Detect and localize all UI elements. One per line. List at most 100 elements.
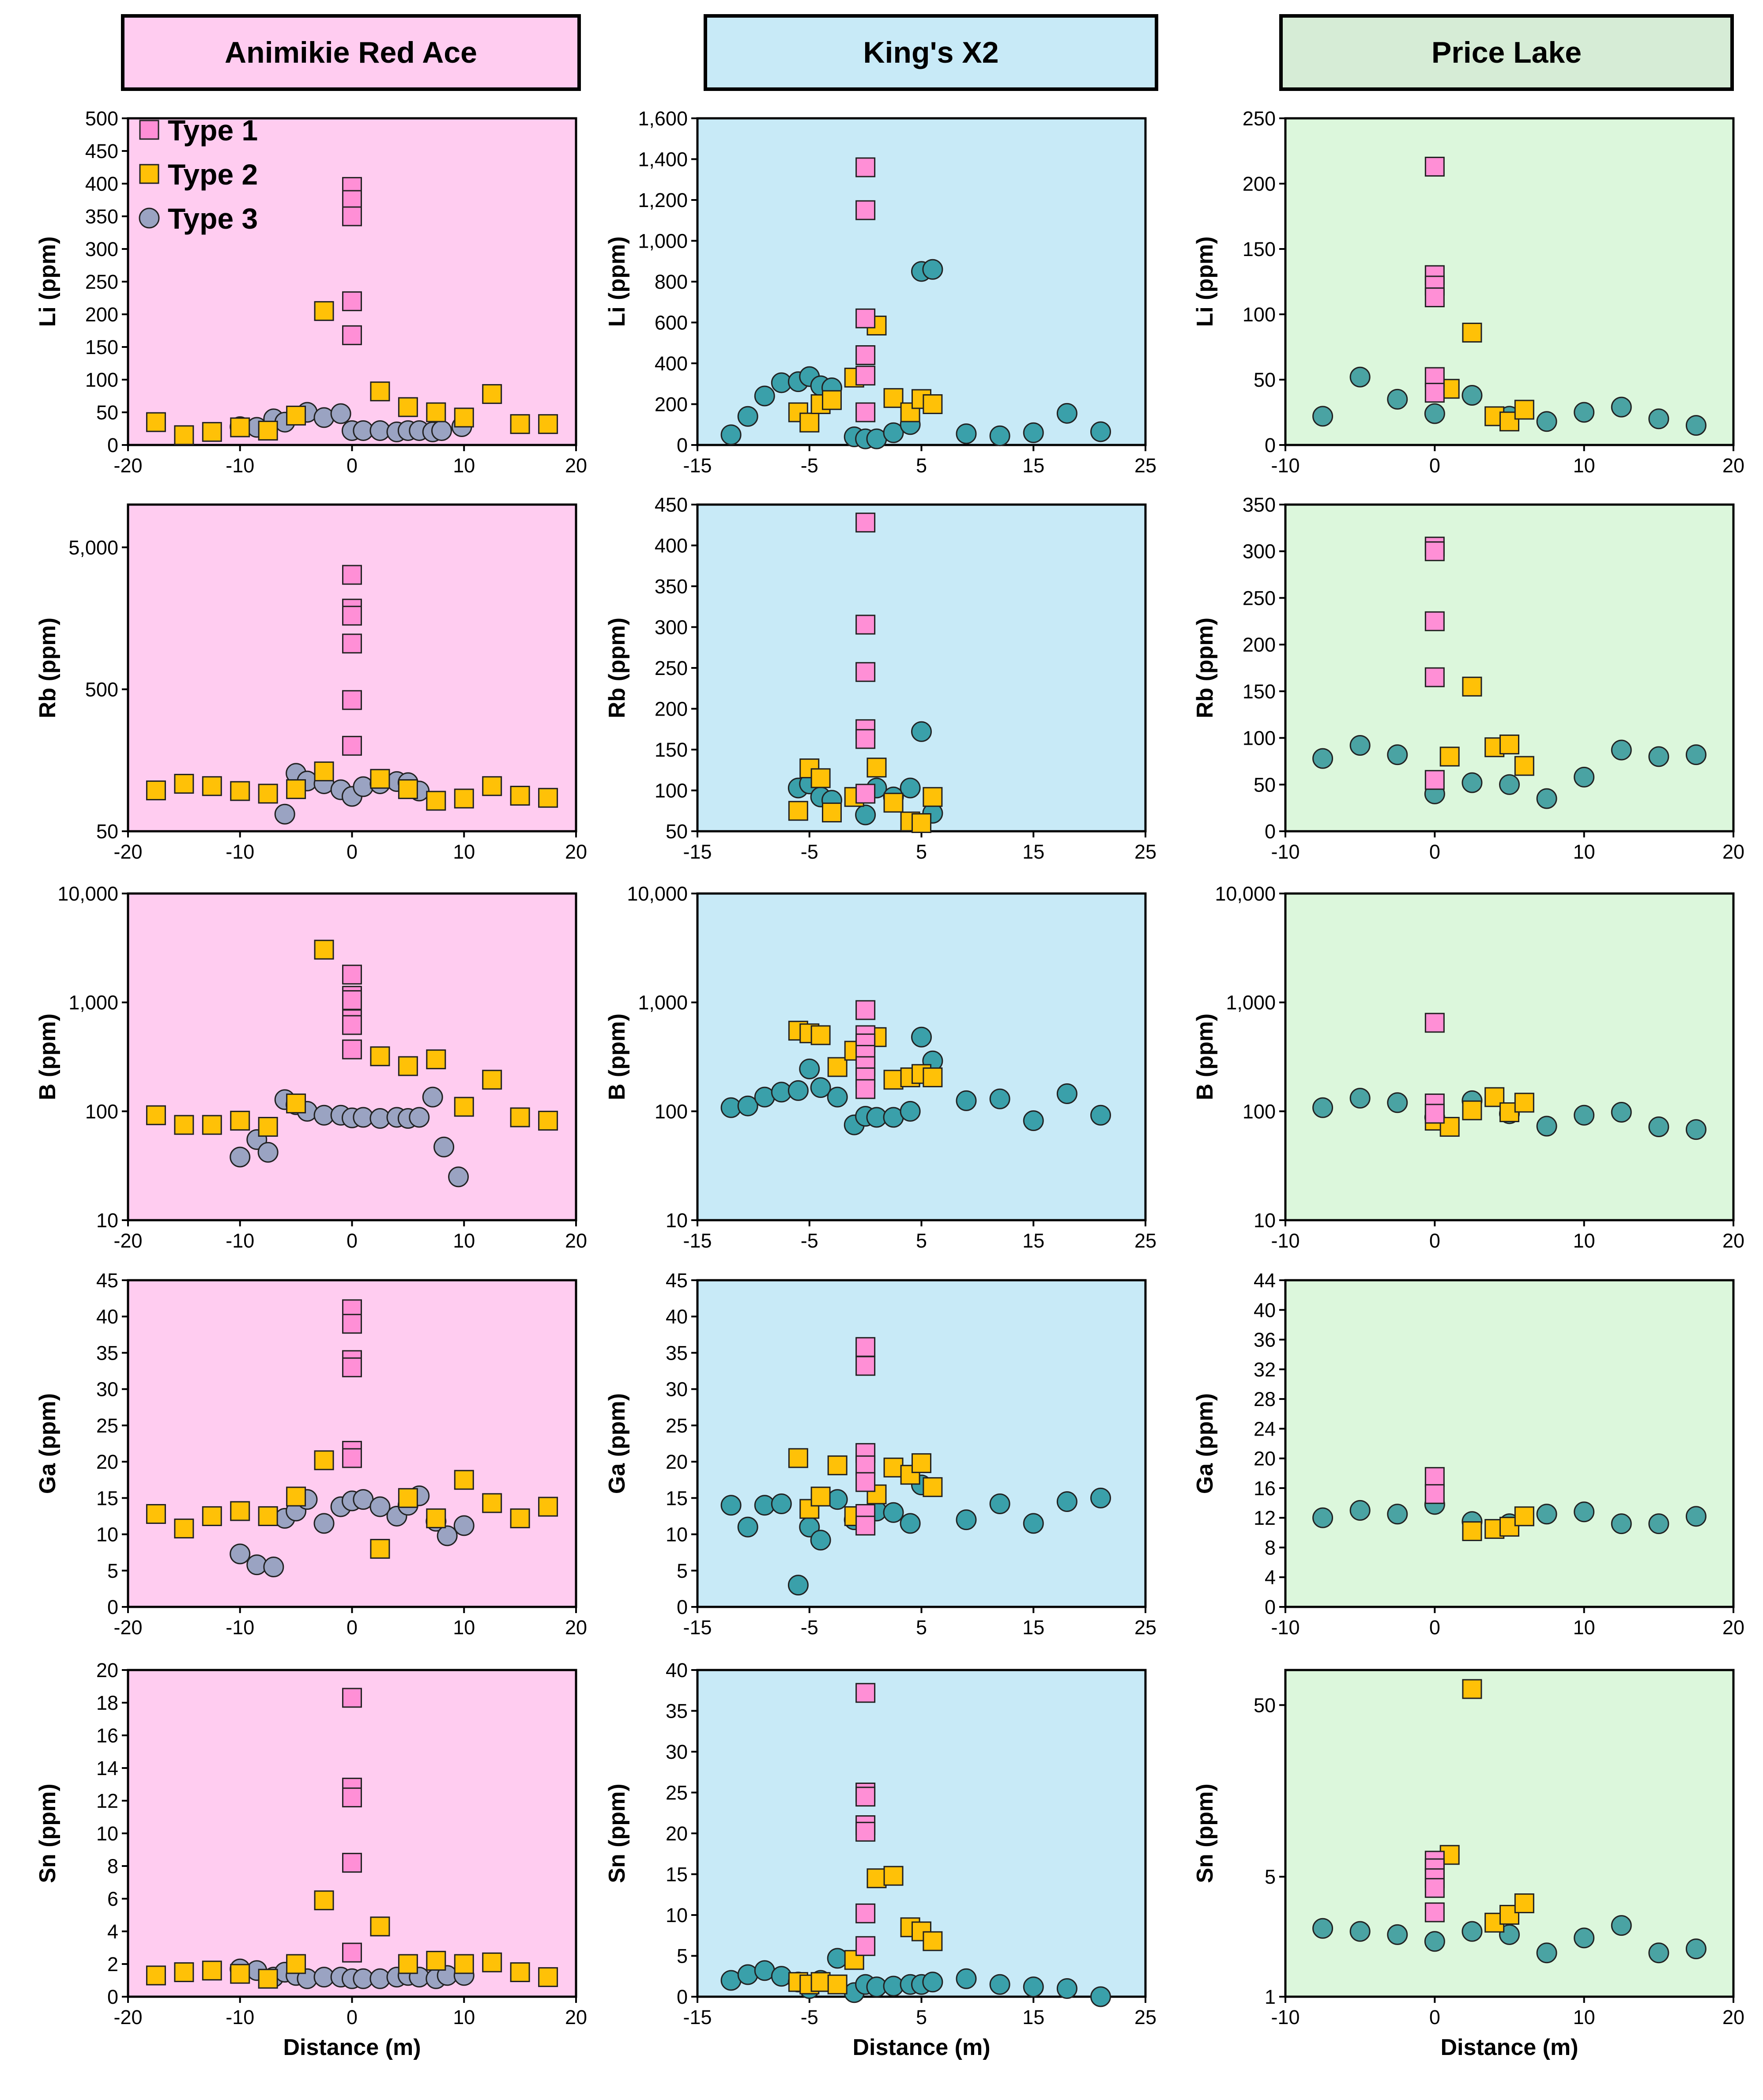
panel-kings-sn: 0 5 10 15 20 25 30 35 40 -15 -5 5 15 25 Sn (ppm) Distan…: [604, 1659, 1156, 2060]
y-tick-label: 50: [666, 820, 688, 843]
y-tick-label: 250: [1243, 107, 1276, 130]
y-axis-label: Rb (ppm): [604, 618, 630, 718]
data-point-type2: [1514, 1093, 1534, 1113]
data-point-type3: [911, 721, 932, 742]
data-point-type1: [342, 1039, 362, 1059]
y-tick-label: 1,000: [68, 992, 118, 1014]
data-point-type2: [482, 384, 502, 404]
x-tick-label: 5: [916, 1229, 927, 1252]
data-point-type3: [1349, 1500, 1371, 1521]
plot-area: [1284, 892, 1735, 1222]
data-point-type3: [1685, 1119, 1706, 1140]
data-point-type2: [230, 417, 250, 437]
y-tick-label: 100: [85, 369, 118, 391]
y-tick-label: 0: [677, 434, 688, 456]
y-axis-label: Sn (ppm): [35, 1783, 60, 1883]
data-point-type2: [230, 781, 250, 801]
data-point-type3: [1090, 1986, 1111, 2007]
data-point-type1: [855, 1821, 876, 1842]
data-point-type2: [538, 788, 558, 808]
data-point-type3: [989, 425, 1010, 446]
plot-area: [127, 503, 577, 833]
x-tick-label: 20: [565, 841, 587, 863]
data-point-type3: [900, 777, 921, 799]
data-point-type3: [1462, 772, 1483, 793]
data-point-type1: [855, 1472, 876, 1492]
y-tick-label: 200: [655, 393, 688, 416]
data-point-type3: [1536, 1942, 1557, 1964]
data-point-type2: [314, 939, 334, 960]
y-tick-label: 1,200: [638, 189, 688, 211]
y-tick-label: 10: [1254, 1209, 1276, 1232]
x-tick-label: 25: [1134, 454, 1156, 477]
data-point-type2: [510, 1508, 530, 1528]
data-point-type2: [370, 1538, 390, 1559]
data-point-type2: [1514, 1506, 1534, 1527]
y-tick-label: 6: [107, 1888, 118, 1910]
y-tick-label: 10: [96, 1822, 118, 1845]
data-point-type2: [1462, 322, 1482, 343]
data-point-type1: [342, 1853, 362, 1873]
y-tick-label: 12: [96, 1790, 118, 1812]
data-point-type2: [1462, 1521, 1482, 1541]
y-tick-label: 8: [1265, 1536, 1276, 1559]
data-point-type3: [1611, 739, 1632, 761]
y-tick-label: 2: [107, 1953, 118, 1976]
y-tick-label: 36: [1254, 1329, 1276, 1351]
data-point-type3: [911, 1026, 932, 1048]
x-tick-label: -10: [226, 841, 254, 863]
data-point-type3: [1648, 746, 1669, 767]
x-tick-label: -20: [113, 1616, 142, 1639]
data-point-type3: [1574, 1105, 1595, 1126]
y-tick-label: 0: [677, 1596, 688, 1618]
data-point-type3: [720, 1495, 742, 1516]
y-tick-label: 10,000: [627, 882, 688, 905]
data-point-type2: [286, 1954, 306, 1974]
data-point-type1: [1424, 157, 1445, 177]
y-tick-label: 30: [666, 1378, 688, 1401]
data-point-type3: [1462, 1921, 1483, 1942]
y-tick-label: 10: [666, 1523, 688, 1546]
data-point-type2: [510, 414, 530, 434]
x-tick-label: 20: [565, 1616, 587, 1639]
y-tick-label: 500: [85, 678, 118, 701]
x-tick-label: -5: [801, 2006, 818, 2028]
x-tick-label: 15: [1022, 1616, 1044, 1639]
data-point-type2: [202, 422, 222, 442]
data-point-type2: [370, 769, 390, 789]
data-point-type2: [827, 1455, 848, 1475]
plot-area: [1284, 1279, 1735, 1608]
data-point-type3: [1349, 1921, 1371, 1942]
x-tick-label: 5: [916, 841, 927, 863]
data-point-type2: [398, 1056, 418, 1076]
data-point-type3: [989, 1088, 1010, 1109]
data-point-type2: [883, 388, 904, 408]
y-tick-label: 0: [107, 1986, 118, 2008]
data-point-type1: [855, 308, 876, 328]
data-point-type2: [810, 1972, 831, 1992]
header-box: [1279, 14, 1734, 91]
x-tick-label: 25: [1134, 841, 1156, 863]
data-point-type2: [202, 776, 222, 796]
data-point-type1: [1424, 770, 1445, 790]
data-point-type3: [313, 407, 335, 428]
x-tick-label: 0: [1429, 2006, 1440, 2028]
data-point-type2: [1514, 756, 1534, 776]
data-point-type1: [1424, 1902, 1445, 1923]
data-point-type2: [258, 420, 278, 441]
data-point-type1: [1424, 1484, 1445, 1504]
data-point-type2: [788, 801, 808, 821]
data-point-type3: [257, 1142, 279, 1163]
data-point-type3: [787, 1080, 809, 1101]
x-tick-label: 10: [453, 454, 475, 477]
data-point-type1: [342, 291, 362, 311]
data-point-type2: [788, 1448, 808, 1468]
data-point-type2: [538, 1111, 558, 1131]
y-tick-label: 10,000: [1215, 882, 1276, 905]
data-point-type2: [810, 768, 831, 788]
y-axis-label: Rb (ppm): [35, 618, 60, 718]
data-point-type3: [771, 1493, 792, 1514]
legend-item: Type 1: [139, 114, 258, 147]
x-axis-label: Distance (m): [283, 2035, 421, 2060]
